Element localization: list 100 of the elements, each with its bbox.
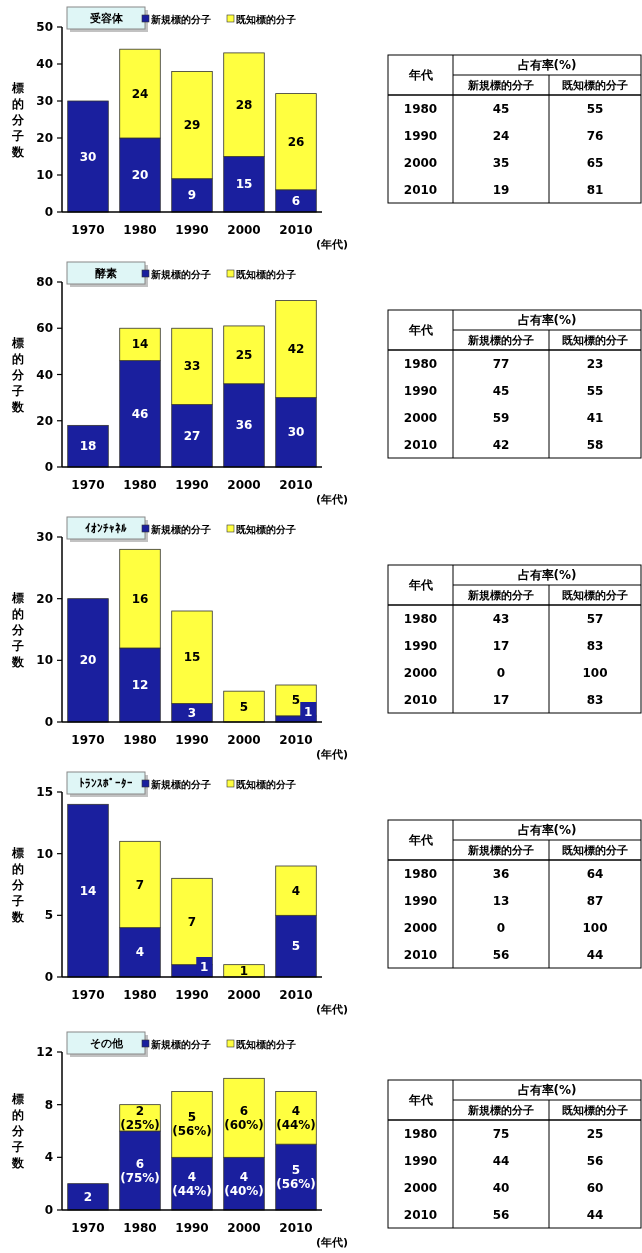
x-tick-label: 1980	[123, 1221, 157, 1235]
y-tick-label: 0	[44, 1203, 53, 1217]
x-tick-label: 1970	[71, 988, 105, 1002]
data-label: 28	[235, 97, 253, 112]
y-tick-label: 0	[44, 460, 53, 474]
y-axis-title: 年代	[407, 1093, 433, 1107]
data-label: 0	[496, 920, 506, 935]
data-label: 5	[291, 939, 301, 954]
chart-title: その他	[89, 1036, 124, 1050]
bar	[67, 803, 109, 978]
y-axis-title: 年代	[407, 578, 433, 592]
x-tick-label: 1990	[175, 1221, 209, 1235]
legend-label: 既知標的分子	[236, 1038, 296, 1050]
data-label: 42	[287, 342, 305, 357]
y-tick-label: 10	[36, 846, 53, 861]
x-tick-label: 2010	[279, 733, 313, 747]
data-label: 14	[131, 337, 149, 352]
data-label: 17	[492, 692, 510, 707]
y-tick-label: 4	[44, 1150, 53, 1165]
data-label: 16	[131, 591, 149, 606]
y-tick-label: 10	[36, 168, 53, 182]
data-label: 6 (60%)	[224, 1103, 264, 1132]
y-tick-label: 2010	[403, 1207, 438, 1222]
data-label: 20	[79, 653, 97, 668]
y-tick-label: 30	[36, 94, 53, 108]
data-label: 30	[79, 149, 97, 164]
y-tick-label: 8	[44, 1097, 53, 1112]
x-tick-label: 2010	[279, 478, 313, 492]
data-label: 12	[131, 678, 149, 692]
x-axis-title: (年代)	[315, 1236, 349, 1249]
y-axis-title: 標的分子数	[11, 1092, 25, 1170]
data-label: 5 (56%)	[172, 1110, 212, 1139]
data-label: 44	[492, 1153, 510, 1168]
data-label: 15	[235, 177, 253, 192]
data-label: 76	[586, 128, 604, 143]
data-label: 56	[586, 1153, 604, 1168]
y-tick-label: 12	[36, 1045, 53, 1059]
data-label: 87	[586, 893, 604, 908]
y-tick-label: 2000	[403, 155, 438, 170]
data-label: 7	[187, 914, 197, 929]
legend-label: 新規標的分子	[150, 778, 211, 790]
data-label: 65	[586, 155, 604, 170]
x-tick-label: 1990	[175, 223, 209, 237]
x-tick-label: 1970	[71, 223, 105, 237]
data-label: 25	[586, 1126, 604, 1141]
data-label: 18	[79, 439, 97, 454]
bar	[67, 1183, 109, 1211]
chart-title: 占有率(%)	[517, 568, 577, 582]
y-axis-title: 標的分子数	[11, 80, 25, 159]
y-tick-label: 1980	[403, 866, 438, 881]
x-tick-label: 2010	[279, 1221, 313, 1235]
data-label: 81	[586, 182, 604, 197]
x-tick-label: 1980	[123, 223, 157, 237]
data-label: 5	[291, 693, 301, 708]
data-label: 4	[291, 883, 301, 898]
data-label: 4 (44%)	[276, 1103, 316, 1132]
x-tick-label: 1970	[71, 1221, 105, 1235]
data-label: 40	[492, 1180, 510, 1195]
y-tick-label: 5	[44, 908, 53, 923]
y-tick-label: 1990	[403, 383, 438, 398]
data-label: 42	[492, 437, 510, 452]
data-label: 9	[187, 188, 197, 203]
legend-label: 既知標的分子	[236, 778, 296, 790]
x-tick-label: 2000	[227, 1221, 261, 1235]
y-tick-label: 2010	[403, 692, 438, 707]
y-tick-label: 0	[44, 970, 53, 984]
x-tick-label: 2000	[227, 733, 261, 747]
y-tick-label: 20	[36, 591, 53, 606]
chart-title: 占有率(%)	[517, 58, 577, 72]
data-label: 59	[492, 410, 510, 425]
data-label: 17	[492, 638, 510, 653]
chart-title: 受容体	[88, 11, 124, 25]
y-axis-title: 標的分子数	[11, 845, 25, 924]
data-label: 4 (44%)	[172, 1169, 212, 1198]
y-tick-label: 80	[36, 275, 53, 289]
y-tick-label: 15	[36, 785, 53, 799]
data-label: 45	[492, 101, 510, 116]
y-tick-label: 1990	[403, 893, 438, 908]
y-tick-label: 40	[36, 367, 53, 382]
data-label: 25	[235, 347, 253, 362]
data-label: 29	[183, 118, 201, 133]
y-tick-label: 60	[36, 321, 53, 336]
y-tick-label: 0	[44, 205, 53, 219]
y-tick-label: 1980	[403, 101, 438, 116]
data-label: 2	[83, 1189, 93, 1204]
data-label: 64	[586, 866, 604, 881]
x-tick-label: 1990	[175, 478, 209, 492]
chart-title: 占有率(%)	[517, 1083, 577, 1097]
x-tick-label: 1990	[175, 988, 209, 1002]
data-label: 58	[586, 437, 604, 452]
legend-label: 新規標的分子	[150, 268, 211, 280]
x-tick-label: 1990	[175, 733, 209, 747]
data-label: 24	[492, 128, 510, 143]
chart-title: 酵素	[95, 266, 117, 280]
legend-label: 新規標的分子	[150, 1038, 211, 1050]
y-tick-label: 50	[36, 20, 53, 34]
data-label: 45	[492, 383, 510, 398]
data-label: 44	[586, 1207, 604, 1222]
data-label: 6	[291, 193, 301, 208]
y-tick-label: 2000	[403, 410, 438, 425]
